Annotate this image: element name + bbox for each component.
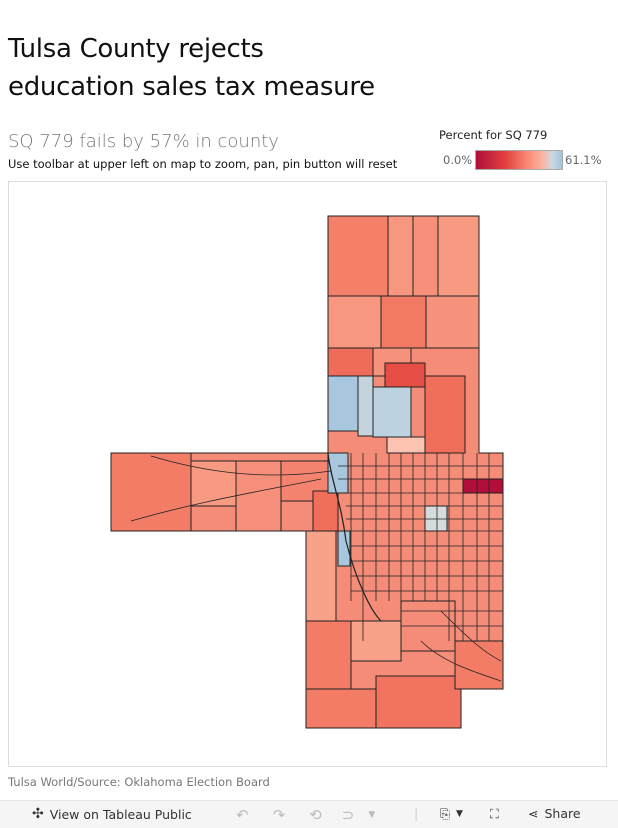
precinct[interactable] xyxy=(454,640,504,690)
precinct[interactable] xyxy=(375,675,462,729)
precinct[interactable] xyxy=(327,375,359,432)
revert-icon[interactable]: ⟲ xyxy=(309,806,322,824)
view-on-tableau-button[interactable]: ✣ View on Tableau Public xyxy=(32,806,192,822)
precinct[interactable] xyxy=(327,215,389,297)
precinct[interactable] xyxy=(386,436,426,454)
refresh-icon[interactable]: ⊃ xyxy=(341,806,355,824)
precinct[interactable] xyxy=(235,460,282,532)
precinct[interactable] xyxy=(190,460,237,507)
precinct[interactable] xyxy=(305,530,337,622)
subtitle: SQ 779 fails by 57% in county xyxy=(8,131,279,152)
precinct[interactable] xyxy=(462,478,504,494)
precinct[interactable] xyxy=(387,215,414,297)
precinct[interactable] xyxy=(110,452,192,532)
precinct[interactable] xyxy=(384,362,426,388)
title-line-1: Tulsa County rejects xyxy=(8,34,264,64)
legend-color-bar xyxy=(475,150,563,170)
precinct-boundaries xyxy=(130,452,503,682)
tableau-toolbar: ✣ View on Tableau Public ↶ ↷ ⟲ ⊃ ▼ | ⎘ ▼… xyxy=(0,800,618,828)
chevron-down-icon[interactable]: ▼ xyxy=(368,810,376,820)
instructions: Use toolbar at upper left on map to zoom… xyxy=(8,157,398,171)
precinct[interactable] xyxy=(305,688,377,729)
share-icon: ⋖ xyxy=(528,806,539,821)
precinct[interactable] xyxy=(327,347,374,377)
legend-title: Percent for SQ 779 xyxy=(439,128,548,142)
precinct[interactable] xyxy=(327,295,382,349)
precinct[interactable] xyxy=(312,490,339,532)
fullscreen-button[interactable]: ⛶ xyxy=(490,806,499,822)
view-on-tableau-label: View on Tableau Public xyxy=(49,806,192,822)
chevron-down-icon: ▼ xyxy=(456,809,463,819)
precinct[interactable] xyxy=(412,215,439,297)
map-svg[interactable] xyxy=(9,182,606,766)
share-label: Share xyxy=(544,806,581,821)
precinct[interactable] xyxy=(350,620,402,662)
redo-icon[interactable]: ↷ xyxy=(272,806,286,824)
precinct-map[interactable] xyxy=(8,181,607,767)
title-line-2: education sales tax measure xyxy=(8,72,375,102)
precinct[interactable] xyxy=(425,295,480,349)
precinct[interactable] xyxy=(380,295,427,349)
download-button[interactable]: ⎘ ▼ xyxy=(440,806,463,822)
source-note: Tulsa World/Source: Oklahoma Election Bo… xyxy=(8,775,270,789)
precinct[interactable] xyxy=(327,452,349,494)
legend-min: 0.0% xyxy=(443,153,473,167)
precinct[interactable] xyxy=(357,375,374,437)
page-title: Tulsa County rejects education sales tax… xyxy=(8,30,375,106)
legend-max: 61.1% xyxy=(565,153,602,167)
tableau-icon: ✣ xyxy=(32,806,44,822)
precinct[interactable] xyxy=(305,620,352,690)
download-icon: ⎘ xyxy=(440,806,451,821)
share-button[interactable]: ⋖ Share xyxy=(528,806,581,821)
undo-icon[interactable]: ↶ xyxy=(236,806,249,824)
precinct[interactable] xyxy=(372,386,412,438)
precinct[interactable] xyxy=(437,215,480,297)
precinct[interactable] xyxy=(424,375,466,454)
fullscreen-icon: ⛶ xyxy=(490,806,499,821)
precinct[interactable] xyxy=(424,505,448,532)
